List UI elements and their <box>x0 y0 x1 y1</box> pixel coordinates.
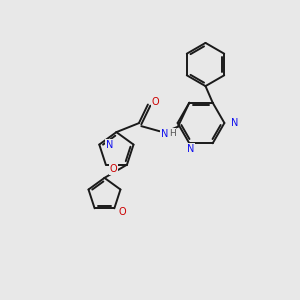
Text: O: O <box>110 164 117 175</box>
Text: N: N <box>231 118 238 128</box>
Text: O: O <box>119 207 127 217</box>
Text: N: N <box>161 129 168 139</box>
Text: O: O <box>152 97 159 107</box>
Text: N: N <box>106 140 113 150</box>
Text: H: H <box>169 129 176 138</box>
Text: N: N <box>187 144 194 154</box>
